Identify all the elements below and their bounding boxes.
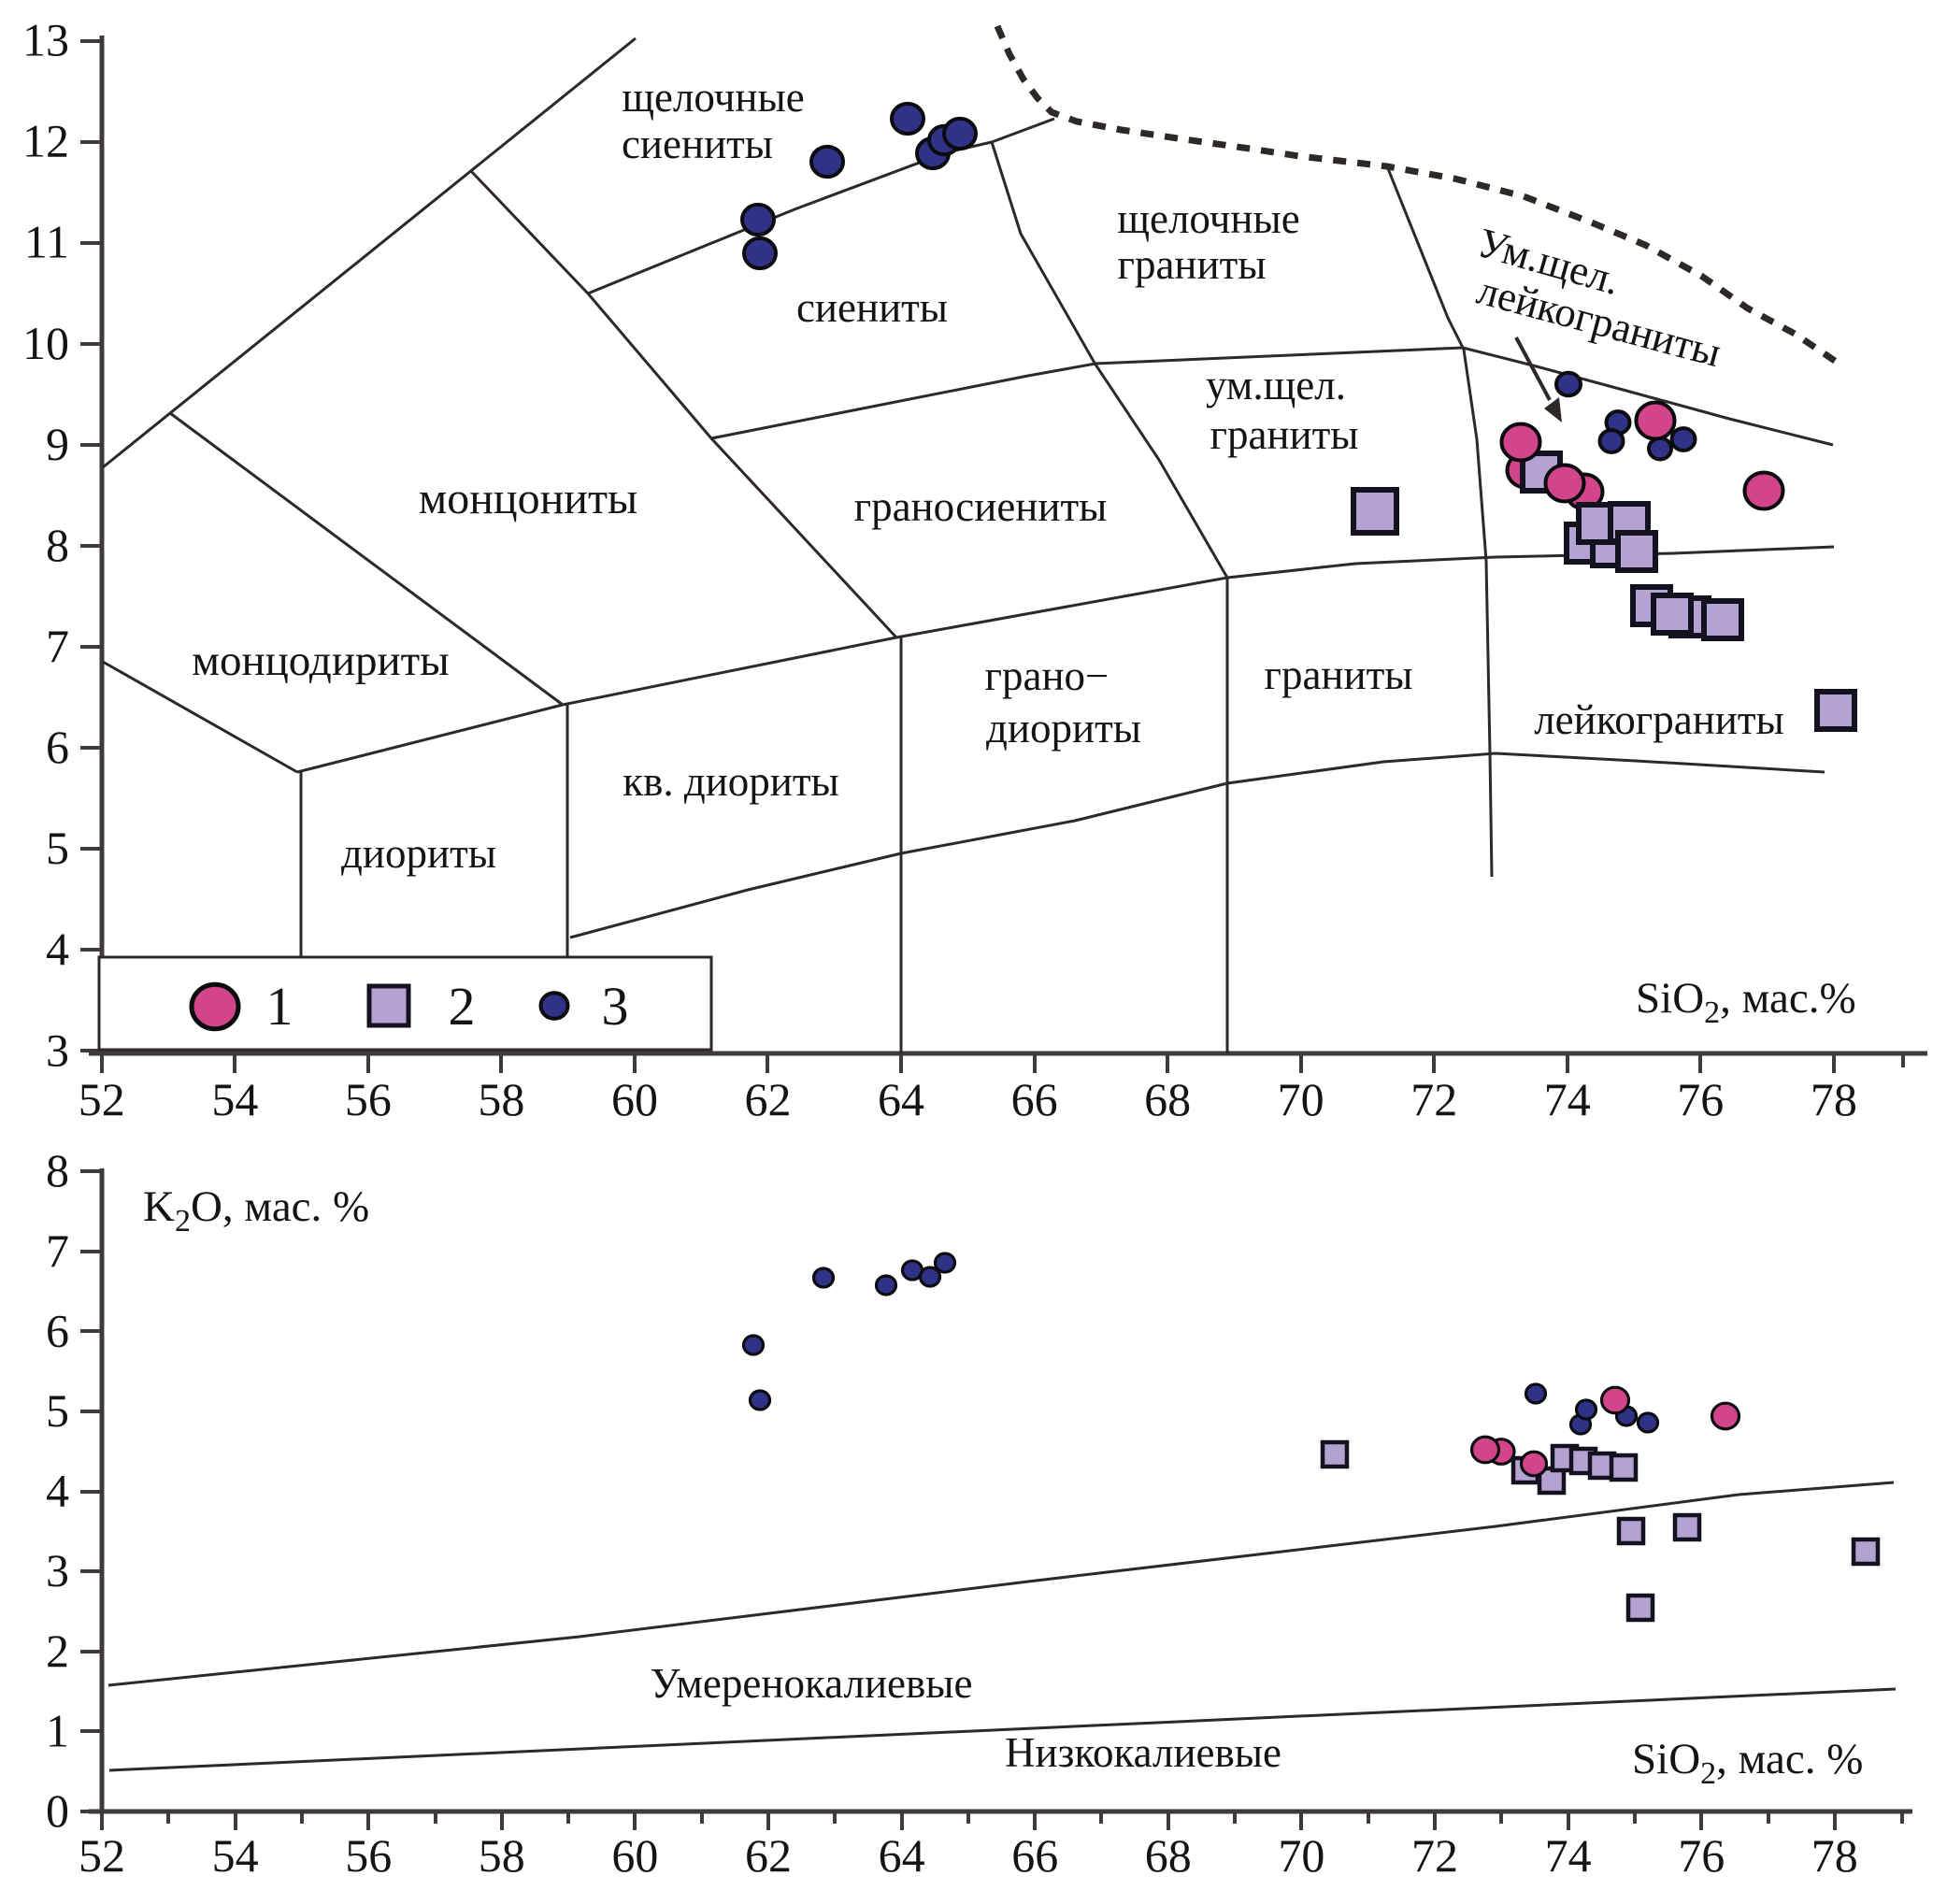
svg-text:граниты: граниты <box>1210 411 1359 458</box>
svg-text:62: 62 <box>745 1073 792 1125</box>
svg-text:12: 12 <box>22 115 69 167</box>
svg-text:60: 60 <box>611 1829 658 1882</box>
svg-text:7: 7 <box>46 1224 69 1277</box>
svg-text:78: 78 <box>1811 1073 1857 1125</box>
svg-text:6: 6 <box>46 721 69 773</box>
svg-text:лейкограниты: лейкограниты <box>1534 696 1784 743</box>
svg-text:2: 2 <box>46 1625 69 1677</box>
svg-text:1: 1 <box>266 976 293 1037</box>
svg-text:кв. диориты: кв. диориты <box>623 758 839 805</box>
svg-text:граниты: граниты <box>1118 241 1267 288</box>
svg-text:74: 74 <box>1545 1829 1592 1882</box>
svg-text:74: 74 <box>1544 1073 1591 1125</box>
svg-text:56: 56 <box>345 1073 392 1125</box>
svg-text:76: 76 <box>1677 1073 1724 1125</box>
svg-text:60: 60 <box>611 1073 658 1125</box>
svg-text:64: 64 <box>879 1829 925 1882</box>
svg-text:56: 56 <box>345 1829 392 1882</box>
svg-text:сиениты: сиениты <box>796 284 948 331</box>
svg-text:11: 11 <box>24 216 69 268</box>
svg-text:граниты: граниты <box>1265 651 1413 698</box>
svg-text:монцодириты: монцодириты <box>192 637 450 685</box>
svg-text:3: 3 <box>46 1024 69 1076</box>
svg-text:64: 64 <box>878 1073 924 1125</box>
svg-text:сиениты: сиениты <box>622 121 773 167</box>
svg-text:8: 8 <box>46 519 69 571</box>
svg-text:70: 70 <box>1278 1829 1324 1882</box>
svg-text:2: 2 <box>449 976 476 1037</box>
svg-text:ум.щел.: ум.щел. <box>1206 362 1346 408</box>
svg-text:70: 70 <box>1278 1073 1324 1125</box>
svg-text:58: 58 <box>479 1829 525 1882</box>
svg-text:62: 62 <box>745 1829 792 1882</box>
svg-text:9: 9 <box>46 418 69 470</box>
svg-text:66: 66 <box>1011 1829 1058 1882</box>
svg-text:щелочные: щелочные <box>1117 195 1299 242</box>
svg-text:10: 10 <box>22 317 69 369</box>
svg-text:SiO2, мас.%: SiO2, мас.% <box>1636 974 1856 1030</box>
svg-text:66: 66 <box>1011 1073 1058 1125</box>
svg-text:1: 1 <box>46 1704 69 1756</box>
svg-text:3: 3 <box>602 976 629 1037</box>
svg-text:7: 7 <box>46 620 69 672</box>
svg-text:диориты: диориты <box>341 830 496 877</box>
svg-text:Умеренокалиевые: Умеренокалиевые <box>651 1660 973 1707</box>
svg-text:монцониты: монцониты <box>419 474 637 523</box>
svg-text:Низкокалиевые: Низкокалиевые <box>1005 1729 1281 1776</box>
svg-text:4: 4 <box>46 923 69 975</box>
svg-text:76: 76 <box>1678 1829 1725 1882</box>
svg-text:грано−: грано− <box>985 652 1110 699</box>
svg-text:8: 8 <box>46 1144 69 1196</box>
svg-text:6: 6 <box>46 1304 69 1356</box>
svg-text:граносиениты: граносиениты <box>854 483 1108 530</box>
svg-text:3: 3 <box>46 1544 69 1596</box>
svg-text:54: 54 <box>212 1829 259 1882</box>
svg-text:4: 4 <box>46 1465 69 1517</box>
svg-text:54: 54 <box>211 1073 258 1125</box>
svg-text:68: 68 <box>1145 1829 1192 1882</box>
svg-text:13: 13 <box>22 14 69 66</box>
svg-text:SiO2, мас. %: SiO2, мас. % <box>1632 1735 1863 1791</box>
svg-text:52: 52 <box>79 1829 125 1882</box>
svg-text:52: 52 <box>79 1073 125 1125</box>
svg-text:72: 72 <box>1411 1829 1458 1882</box>
svg-text:72: 72 <box>1410 1073 1457 1125</box>
svg-text:5: 5 <box>46 1384 69 1437</box>
svg-text:58: 58 <box>478 1073 524 1125</box>
svg-text:5: 5 <box>46 822 69 874</box>
svg-text:68: 68 <box>1144 1073 1191 1125</box>
svg-text:диориты: диориты <box>986 705 1141 752</box>
svg-text:78: 78 <box>1811 1829 1858 1882</box>
svg-text:щелочные: щелочные <box>622 74 804 121</box>
svg-text:0: 0 <box>46 1784 69 1837</box>
